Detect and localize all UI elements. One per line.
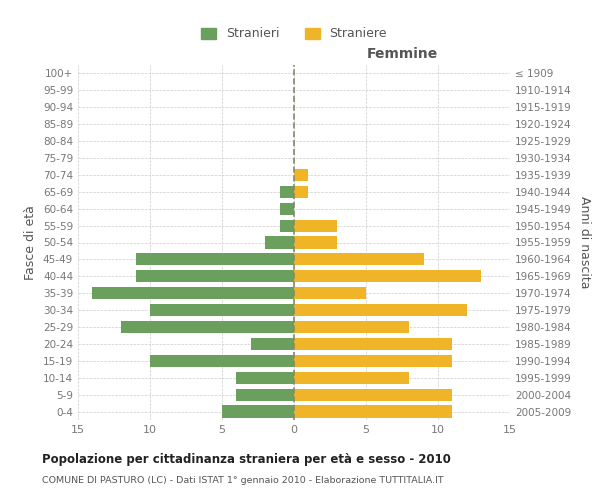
Bar [136, 254, 294, 266]
Bar [294, 220, 337, 232]
Bar [136, 270, 294, 282]
Bar [294, 304, 467, 316]
Bar [294, 186, 308, 198]
Bar [222, 406, 294, 417]
Bar [294, 236, 337, 248]
Text: COMUNE DI PASTURO (LC) - Dati ISTAT 1° gennaio 2010 - Elaborazione TUTTITALIA.IT: COMUNE DI PASTURO (LC) - Dati ISTAT 1° g… [42, 476, 443, 485]
Text: Popolazione per cittadinanza straniera per età e sesso - 2010: Popolazione per cittadinanza straniera p… [42, 452, 451, 466]
Bar [294, 338, 452, 350]
Bar [294, 321, 409, 333]
Bar [294, 270, 481, 282]
Bar [121, 321, 294, 333]
Y-axis label: Anni di nascita: Anni di nascita [578, 196, 591, 289]
Bar [236, 388, 294, 400]
Bar [280, 186, 294, 198]
Bar [251, 338, 294, 350]
Y-axis label: Fasce di età: Fasce di età [25, 205, 37, 280]
Bar [265, 236, 294, 248]
Bar [280, 202, 294, 215]
Bar [294, 388, 452, 400]
Bar [150, 354, 294, 367]
Bar [294, 372, 409, 384]
Bar [294, 287, 366, 300]
Bar [92, 287, 294, 300]
Bar [294, 254, 424, 266]
Bar [294, 169, 308, 181]
Bar [236, 372, 294, 384]
Bar [280, 220, 294, 232]
Text: Femmine: Femmine [367, 48, 437, 62]
Bar [294, 354, 452, 367]
Bar [294, 406, 452, 417]
Legend: Stranieri, Straniere: Stranieri, Straniere [196, 22, 392, 46]
Bar [150, 304, 294, 316]
